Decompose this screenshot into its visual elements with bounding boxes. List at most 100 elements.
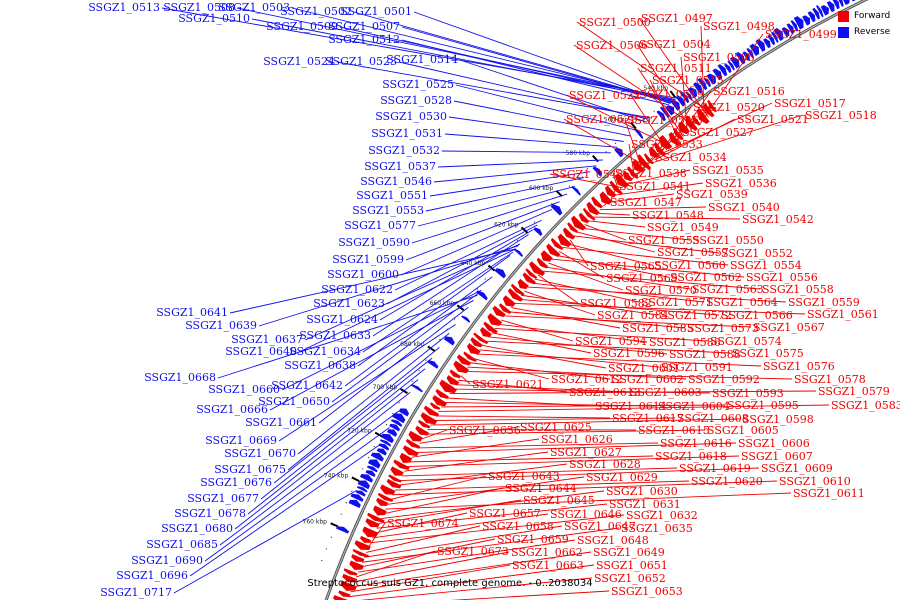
forward-gene-arrow[interactable] — [517, 278, 529, 290]
forward-gene-arrow[interactable] — [420, 412, 438, 425]
reverse-gene-arrow[interactable] — [749, 43, 760, 57]
forward-gene-arrow[interactable] — [349, 560, 364, 570]
forward-gene-label[interactable]: SSGZ1_0547 — [610, 196, 682, 209]
reverse-gene-arrow[interactable] — [703, 77, 711, 88]
reverse-gene-label[interactable]: SSGZ1_0508 — [163, 1, 235, 14]
forward-gene-label[interactable]: SSGZ1_0579 — [818, 385, 890, 398]
reverse-gene-label[interactable]: SSGZ1_0670 — [224, 447, 296, 460]
forward-gene-arrow[interactable] — [522, 272, 536, 285]
reverse-gene-arrow[interactable] — [826, 1, 835, 13]
forward-gene-arrow[interactable] — [423, 405, 440, 417]
reverse-gene-label[interactable]: SSGZ1_0599 — [332, 253, 404, 266]
forward-gene-arrow[interactable] — [418, 419, 431, 429]
reverse-gene-label[interactable]: SSGZ1_0668 — [144, 371, 216, 384]
forward-gene-label[interactable]: SSGZ1_0598 — [742, 413, 814, 426]
reverse-gene-arrow[interactable] — [836, 0, 844, 7]
forward-gene-label[interactable]: SSGZ1_0646 — [550, 508, 622, 521]
forward-gene-label[interactable]: SSGZ1_0586 — [649, 336, 721, 349]
forward-gene-arrow[interactable] — [540, 250, 553, 262]
forward-gene-arrow[interactable] — [456, 354, 472, 366]
forward-gene-arrow[interactable] — [696, 108, 710, 124]
forward-gene-arrow[interactable] — [435, 389, 449, 399]
reverse-gene-arrow[interactable] — [841, 0, 850, 6]
forward-gene-arrow[interactable] — [507, 288, 524, 302]
reverse-gene-arrow[interactable] — [392, 413, 406, 424]
forward-gene-arrow[interactable] — [591, 196, 603, 209]
reverse-gene-label[interactable]: SSGZ1_0717 — [100, 586, 172, 599]
forward-gene-label[interactable]: SSGZ1_0595 — [727, 399, 799, 412]
forward-gene-label[interactable]: SSGZ1_0518 — [805, 109, 877, 122]
reverse-gene-label[interactable]: SSGZ1_0661 — [245, 416, 317, 429]
reverse-gene-arrow[interactable] — [355, 490, 366, 497]
reverse-gene-arrow[interactable] — [717, 64, 728, 77]
reverse-gene-label[interactable]: SSGZ1_0523 — [325, 55, 397, 68]
forward-gene-label[interactable]: SSGZ1_0511 — [640, 62, 712, 75]
reverse-gene-label[interactable]: SSGZ1_0690 — [131, 554, 203, 567]
forward-gene-label[interactable]: SSGZ1_0578 — [794, 373, 866, 386]
forward-gene-arrow[interactable] — [578, 212, 590, 224]
reverse-gene-arrow[interactable] — [685, 91, 693, 101]
forward-gene-arrow[interactable] — [536, 257, 549, 269]
reverse-gene-label[interactable]: SSGZ1_0642 — [271, 379, 343, 392]
forward-gene-label[interactable]: SSGZ1_0653 — [611, 585, 683, 598]
reverse-gene-label[interactable]: SSGZ1_0696 — [116, 569, 188, 582]
reverse-gene-label[interactable]: SSGZ1_0546 — [360, 175, 432, 188]
forward-gene-arrow[interactable] — [362, 526, 378, 538]
forward-gene-arrow[interactable] — [354, 540, 371, 550]
forward-gene-label[interactable]: SSGZ1_0583 — [831, 399, 900, 412]
reverse-gene-label[interactable]: SSGZ1_0528 — [380, 94, 452, 107]
reverse-gene-arrow[interactable] — [614, 147, 624, 158]
reverse-gene-arrow[interactable] — [706, 73, 717, 85]
reverse-gene-arrow[interactable] — [380, 433, 394, 444]
forward-gene-label[interactable]: SSGZ1_0644 — [505, 482, 577, 495]
forward-gene-arrow[interactable] — [582, 207, 596, 221]
forward-gene-label[interactable]: SSGZ1_0662 — [511, 546, 583, 559]
forward-gene-label[interactable]: SSGZ1_0630 — [606, 485, 678, 498]
forward-gene-arrow[interactable] — [586, 201, 600, 216]
forward-gene-label[interactable]: SSGZ1_0648 — [577, 534, 649, 547]
reverse-gene-arrow[interactable] — [790, 20, 799, 32]
forward-gene-arrow[interactable] — [408, 430, 423, 442]
reverse-gene-arrow[interactable] — [533, 227, 543, 237]
forward-gene-label[interactable]: SSGZ1_0558 — [762, 283, 834, 296]
forward-gene-arrow[interactable] — [685, 115, 699, 131]
forward-gene-label[interactable]: SSGZ1_0566 — [721, 309, 793, 322]
reverse-gene-arrow[interactable] — [410, 384, 423, 393]
forward-gene-label[interactable]: SSGZ1_0520 — [693, 101, 765, 114]
reverse-gene-label[interactable]: SSGZ1_0524 — [263, 55, 335, 68]
reverse-gene-arrow[interactable] — [773, 27, 784, 42]
forward-gene-arrow[interactable] — [479, 326, 492, 338]
forward-gene-arrow[interactable] — [599, 191, 613, 205]
forward-gene-arrow[interactable] — [390, 466, 404, 476]
forward-gene-label[interactable]: SSGZ1_0550 — [692, 234, 764, 247]
forward-gene-label[interactable]: SSGZ1_0596 — [593, 347, 665, 360]
forward-gene-label[interactable]: SSGZ1_0506 — [576, 39, 648, 52]
forward-gene-label[interactable]: SSGZ1_0628 — [569, 458, 641, 471]
reverse-gene-arrow[interactable] — [461, 315, 471, 323]
reverse-gene-label[interactable]: SSGZ1_0660 — [208, 383, 280, 396]
forward-gene-label[interactable]: SSGZ1_0647 — [564, 520, 636, 533]
reverse-gene-label[interactable]: SSGZ1_0685 — [146, 538, 218, 551]
forward-gene-label[interactable]: SSGZ1_0538 — [615, 167, 687, 180]
reverse-gene-label[interactable]: SSGZ1_0510 — [178, 12, 250, 25]
reverse-gene-arrow[interactable] — [370, 452, 384, 462]
forward-gene-label[interactable]: SSGZ1_0657 — [469, 507, 541, 520]
reverse-gene-label[interactable]: SSGZ1_0624 — [306, 313, 378, 326]
forward-gene-label[interactable]: SSGZ1_0536 — [705, 177, 777, 190]
reverse-gene-arrow[interactable] — [812, 7, 820, 20]
forward-gene-label[interactable]: SSGZ1_0571 — [641, 296, 713, 309]
reverse-gene-arrow[interactable] — [786, 23, 795, 35]
reverse-gene-arrow[interactable] — [378, 443, 390, 451]
forward-gene-label[interactable]: SSGZ1_0572 — [660, 309, 732, 322]
forward-gene-arrow[interactable] — [546, 243, 561, 258]
forward-gene-arrow[interactable] — [373, 505, 387, 516]
forward-gene-label[interactable]: SSGZ1_0604 — [658, 400, 730, 413]
forward-gene-label[interactable]: SSGZ1_0601 — [608, 362, 680, 375]
forward-gene-label[interactable]: SSGZ1_0567 — [753, 321, 825, 334]
reverse-gene-arrow[interactable] — [443, 336, 455, 346]
reverse-gene-label[interactable]: SSGZ1_0577 — [344, 219, 416, 232]
forward-gene-arrow[interactable] — [377, 492, 394, 502]
forward-gene-label[interactable]: SSGZ1_0593 — [712, 387, 784, 400]
forward-gene-label[interactable]: SSGZ1_0613 — [569, 386, 641, 399]
